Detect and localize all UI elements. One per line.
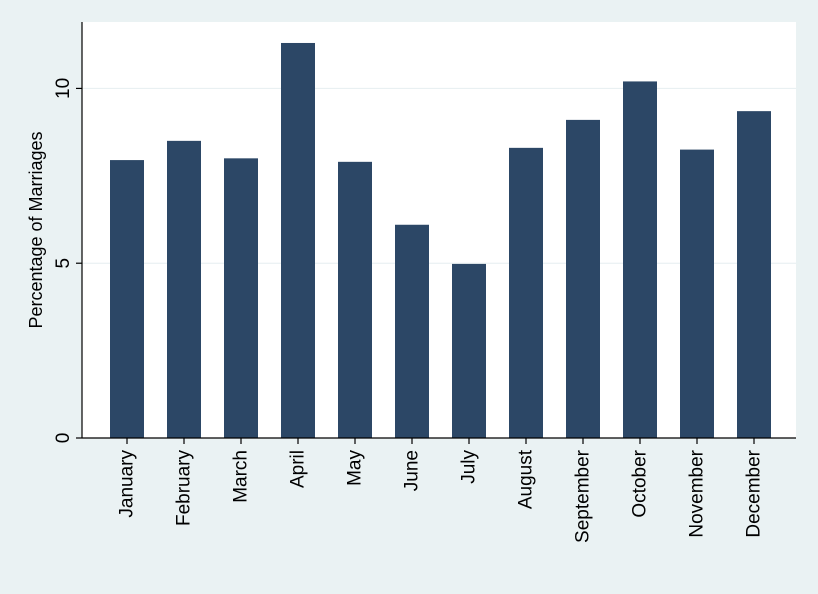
x-tick-label-august: August xyxy=(516,449,537,509)
x-tick-label-october: October xyxy=(630,449,651,517)
bar-april xyxy=(281,42,315,438)
y-tick-label: 5 xyxy=(53,258,74,269)
bar-october xyxy=(623,81,657,438)
bar-december xyxy=(737,111,771,439)
x-tick-label-february: February xyxy=(174,450,195,527)
bars xyxy=(110,42,771,439)
y-tick-label: 10 xyxy=(53,78,74,99)
bar-july xyxy=(452,263,486,438)
x-tick-label-december: December xyxy=(744,449,765,537)
y-axis-title: Percentage of Marriages xyxy=(26,131,46,328)
bar-march xyxy=(224,158,258,439)
bar-november xyxy=(680,149,714,439)
x-tick-label-may: May xyxy=(345,450,366,486)
x-tick-label-september: September xyxy=(573,449,594,543)
bar-february xyxy=(167,140,201,438)
bar-september xyxy=(566,119,600,438)
x-tick-label-july: July xyxy=(459,450,480,484)
x-tick-label-march: March xyxy=(231,450,252,503)
x-tick-label-november: November xyxy=(687,449,708,537)
bar-may xyxy=(338,161,372,438)
bar-january xyxy=(110,160,144,438)
x-tick-label-january: January xyxy=(117,450,138,518)
y-tick-label: 0 xyxy=(53,433,74,444)
bar-june xyxy=(395,224,429,438)
x-tick-label-april: April xyxy=(288,450,309,488)
y-axis-ticks: 0 5 10 xyxy=(53,78,82,443)
x-axis-ticks: January February March April May June July Augu… xyxy=(117,438,765,543)
bar-august xyxy=(509,147,543,438)
x-tick-label-june: June xyxy=(402,450,423,491)
